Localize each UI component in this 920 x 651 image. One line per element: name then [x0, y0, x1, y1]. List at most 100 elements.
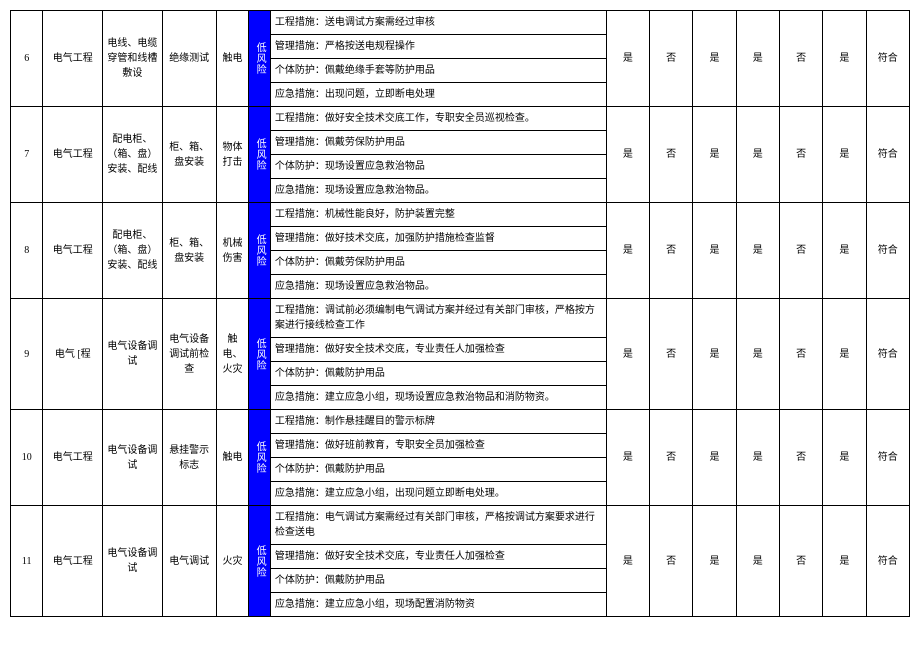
- fit-cell: 符合: [866, 299, 909, 410]
- measure-cell: 个体防护：佩戴绝缘手套等防护用品: [270, 59, 606, 83]
- hazard: 机械伤害: [216, 203, 248, 299]
- check-cell: 是: [606, 410, 649, 506]
- check-cell: 是: [736, 506, 779, 617]
- project: 电气工程: [43, 506, 103, 617]
- fit-cell: 符合: [866, 203, 909, 299]
- check-cell: 是: [693, 11, 736, 107]
- check-cell: 是: [823, 299, 866, 410]
- activity: 柜、箱、盘安装: [162, 203, 216, 299]
- idx: 10: [11, 410, 43, 506]
- measure-cell: 管理措施：严格按送电规程操作: [270, 35, 606, 59]
- check-cell: 是: [693, 107, 736, 203]
- check-cell: 是: [693, 299, 736, 410]
- fit-cell: 符合: [866, 410, 909, 506]
- idx: 6: [11, 11, 43, 107]
- hazard: 触电: [216, 11, 248, 107]
- table-row: 7电气工程配电柜、（箱、盘）安装、配线柜、箱、盘安装物体打击低风险工程措施：做好…: [11, 107, 910, 131]
- fit-cell: 符合: [866, 11, 909, 107]
- check-cell: 是: [693, 506, 736, 617]
- measure-cell: 应急措施：建立应急小组，现场设置应急救治物品和消防物资。: [270, 386, 606, 410]
- table-row: 9电气 [程电气设备调试电气设备调试前检查触电、火灾低风险工程措施：调试前必须编…: [11, 299, 910, 338]
- project: 电气工程: [43, 11, 103, 107]
- idx: 7: [11, 107, 43, 203]
- idx: 11: [11, 506, 43, 617]
- idx: 9: [11, 299, 43, 410]
- check-cell: 是: [693, 410, 736, 506]
- fit-cell: 符合: [866, 107, 909, 203]
- check-cell: 是: [693, 203, 736, 299]
- sub: 电气设备调试: [103, 299, 163, 410]
- measure-cell: 个体防护：佩戴劳保防护用品: [270, 251, 606, 275]
- measure-cell: 应急措施：现场设置应急救治物品。: [270, 275, 606, 299]
- check-cell: 是: [606, 11, 649, 107]
- check-cell: 否: [779, 107, 822, 203]
- table-row: 11电气工程电气设备调试电气调试火灾低风险工程措施：电气调试方案需经过有关部门审…: [11, 506, 910, 545]
- check-cell: 是: [606, 506, 649, 617]
- sub: 电气设备调试: [103, 506, 163, 617]
- hazard: 火灾: [216, 506, 248, 617]
- activity: 绝缘测试: [162, 11, 216, 107]
- measure-cell: 个体防护：佩戴防护用品: [270, 362, 606, 386]
- check-cell: 否: [779, 11, 822, 107]
- activity: 电气调试: [162, 506, 216, 617]
- check-cell: 是: [736, 107, 779, 203]
- measure-cell: 工程措施：做好安全技术交底工作，专职安全员巡视检查。: [270, 107, 606, 131]
- hazard: 触电、火灾: [216, 299, 248, 410]
- measure-cell: 应急措施：现场设置应急救治物品。: [270, 179, 606, 203]
- risk-level: 低风险: [249, 506, 271, 617]
- risk-level: 低风险: [249, 11, 271, 107]
- check-cell: 否: [649, 506, 692, 617]
- sub: 电气设备调试: [103, 410, 163, 506]
- check-cell: 否: [649, 203, 692, 299]
- check-cell: 否: [779, 410, 822, 506]
- measure-cell: 管理措施：做好安全技术交底，专业责任人加强检查: [270, 338, 606, 362]
- table-row: 6电气工程电线、电缆穿管和线槽敷设绝缘测试触电低风险工程措施：送电调试方案需经过…: [11, 11, 910, 35]
- table-row: 8电气工程配电柜、（箱、盘）安装、配线柜、箱、盘安装机械伤害低风险工程措施：机械…: [11, 203, 910, 227]
- check-cell: 是: [823, 506, 866, 617]
- table-row: 10电气工程电气设备调试悬挂警示标志触电低风险工程措施：制作悬挂醒目的警示标牌是…: [11, 410, 910, 434]
- check-cell: 是: [606, 299, 649, 410]
- check-cell: 否: [649, 299, 692, 410]
- risk-table: 6电气工程电线、电缆穿管和线槽敷设绝缘测试触电低风险工程措施：送电调试方案需经过…: [10, 10, 910, 617]
- check-cell: 是: [823, 11, 866, 107]
- sub: 电线、电缆穿管和线槽敷设: [103, 11, 163, 107]
- measure-cell: 应急措施：出现问题，立即断电处理: [270, 83, 606, 107]
- measure-cell: 应急措施：建立应急小组，现场配置消防物资: [270, 593, 606, 617]
- measure-cell: 应急措施：建立应急小组，出现问题立即断电处理。: [270, 482, 606, 506]
- risk-level: 低风险: [249, 107, 271, 203]
- sub: 配电柜、（箱、盘）安装、配线: [103, 107, 163, 203]
- check-cell: 否: [649, 107, 692, 203]
- measure-cell: 管理措施：做好安全技术交底，专业责任人加强检查: [270, 545, 606, 569]
- hazard: 触电: [216, 410, 248, 506]
- check-cell: 是: [736, 410, 779, 506]
- idx: 8: [11, 203, 43, 299]
- check-cell: 否: [779, 203, 822, 299]
- risk-level: 低风险: [249, 410, 271, 506]
- check-cell: 否: [779, 506, 822, 617]
- check-cell: 是: [736, 203, 779, 299]
- project: 电气工程: [43, 107, 103, 203]
- fit-cell: 符合: [866, 506, 909, 617]
- measure-cell: 工程措施：调试前必须编制电气调试方案并经过有关部门审核，严格按方案进行接线检查工…: [270, 299, 606, 338]
- check-cell: 是: [736, 299, 779, 410]
- check-cell: 否: [779, 299, 822, 410]
- project: 电气 [程: [43, 299, 103, 410]
- activity: 电气设备调试前检查: [162, 299, 216, 410]
- check-cell: 是: [823, 410, 866, 506]
- project: 电气工程: [43, 410, 103, 506]
- measure-cell: 个体防护：佩戴防护用品: [270, 569, 606, 593]
- measure-cell: 工程措施：送电调试方案需经过审核: [270, 11, 606, 35]
- sub: 配电柜、（箱、盘）安装、配线: [103, 203, 163, 299]
- check-cell: 是: [823, 107, 866, 203]
- hazard: 物体打击: [216, 107, 248, 203]
- measure-cell: 工程措施：电气调试方案需经过有关部门审核，严格按调试方案要求进行检查送电: [270, 506, 606, 545]
- check-cell: 否: [649, 410, 692, 506]
- check-cell: 否: [649, 11, 692, 107]
- measure-cell: 个体防护：现场设置应急救治物品: [270, 155, 606, 179]
- check-cell: 是: [736, 11, 779, 107]
- check-cell: 是: [606, 203, 649, 299]
- measure-cell: 工程措施：机械性能良好，防护装置完整: [270, 203, 606, 227]
- project: 电气工程: [43, 203, 103, 299]
- risk-level: 低风险: [249, 299, 271, 410]
- measure-cell: 管理措施：做好班前教育，专职安全员加强检查: [270, 434, 606, 458]
